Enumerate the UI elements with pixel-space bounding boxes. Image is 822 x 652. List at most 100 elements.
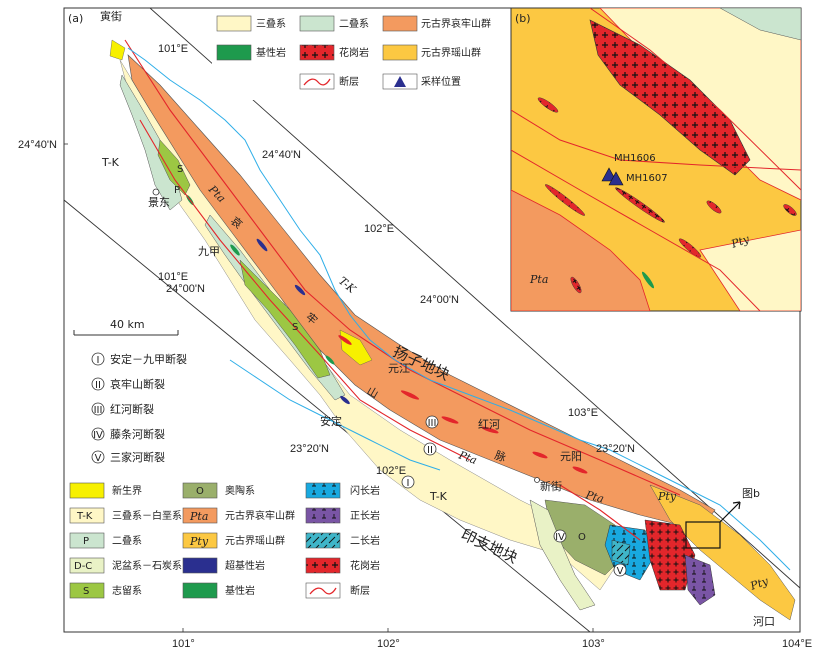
svg-text:二叠系: 二叠系 (339, 18, 369, 30)
svg-text:IV: IV (93, 430, 103, 441)
inset-pointer-label: 图b (742, 487, 760, 500)
svg-text:D-C: D-C (74, 561, 92, 572)
top-swatch-basic (216, 44, 252, 61)
unit-legend: 新生界 O 奥陶系 闪长岩 T-K 三叠系－白垩系 Pta 元古界哀牢山群 正长… (69, 482, 380, 599)
legend-swatch-cenozoic (69, 482, 105, 499)
legend-swatch-ordovician (182, 482, 218, 499)
lon-101-top: 101°E (158, 43, 188, 55)
place-hekou: 河口 (753, 615, 775, 628)
svg-text:V: V (617, 566, 624, 577)
unit-tk-label-3: T-K (429, 490, 448, 503)
svg-text:超基性岩: 超基性岩 (225, 559, 265, 572)
svg-text:III: III (94, 405, 103, 416)
unit-cenozoic-patch (339, 329, 373, 366)
unit-tk-label-1: T-K (101, 156, 120, 169)
svg-text:Pta: Pta (189, 510, 208, 523)
svg-text:V: V (95, 453, 102, 464)
place-honghe: 红河 (478, 418, 500, 431)
fault-legend-item: I 安定－九甲断裂 (91, 352, 187, 366)
legend-swatch-tk (69, 507, 105, 524)
top-swatch-triassic (216, 15, 252, 32)
unit-pta-label-2: Pta (456, 448, 479, 467)
axis-ticks (64, 143, 594, 632)
panel-a-content (64, 8, 800, 632)
svg-text:O: O (196, 486, 204, 497)
svg-text:藤条河断裂: 藤条河断裂 (110, 427, 165, 441)
ultrabasic-lenses (256, 238, 350, 405)
panel-a-label: (a) (68, 12, 83, 25)
unit-pty-label-1: Pty (657, 490, 677, 503)
sample-marker-mh1607[interactable] (608, 171, 624, 186)
svg-text:元古界瑶山群: 元古界瑶山群 (225, 534, 285, 547)
svg-text:断层: 断层 (350, 584, 370, 597)
svg-text:元古界哀牢山群: 元古界哀牢山群 (421, 17, 491, 30)
svg-text:基性岩: 基性岩 (225, 584, 255, 597)
svg-text:II: II (427, 445, 433, 456)
svg-text:奥陶系: 奥陶系 (225, 484, 255, 497)
svg-text:二叠系: 二叠系 (112, 535, 142, 547)
lon-102-top: 102°E (364, 223, 394, 235)
panel-b: (b) MH1606 MH1607 Pty Pta (510, 7, 802, 312)
sample-label-mh1607: MH1607 (626, 173, 668, 184)
place-jingdong: 景东 (148, 196, 170, 209)
lat-2440-left: 24°40'N (18, 139, 57, 151)
legend-swatch-silurian (69, 582, 105, 599)
place-yuanyang: 元阳 (560, 450, 582, 463)
panel-b-label: (b) (515, 12, 531, 25)
legend-swatch-dc (69, 557, 105, 574)
svg-text:泥盆系－石炭系: 泥盆系－石炭系 (112, 559, 182, 572)
svg-text:元古界哀牢山群: 元古界哀牢山群 (225, 509, 295, 522)
svg-text:新生界: 新生界 (112, 484, 142, 497)
svg-text:40 km: 40 km (110, 318, 145, 331)
svg-text:三叠系: 三叠系 (256, 18, 286, 30)
boundary-line-lower (64, 199, 591, 632)
sample-triangle-icon (394, 76, 406, 87)
axis-lon-102: 102° (377, 638, 400, 650)
place-yuanjiang: 元江 (388, 362, 410, 375)
unit-s-label-2: S (292, 322, 298, 333)
granite-body (644, 519, 696, 591)
svg-text:P: P (83, 536, 89, 547)
fault-marker-3: III (425, 415, 439, 429)
lat-2400-mid: 24°00'N (420, 294, 459, 306)
lat-2320-right: 23°20'N (596, 443, 635, 455)
legend-swatch-pty (182, 532, 218, 549)
river-2 (229, 359, 441, 471)
fault-lines (124, 39, 681, 541)
fault-legend-item: III 红河断裂 (91, 402, 154, 416)
svg-text:Pty: Pty (189, 535, 209, 548)
top-swatch-permian (299, 15, 335, 32)
svg-text:S: S (83, 586, 89, 597)
inset-box[interactable] (685, 521, 721, 549)
axis-lon-104: 104°E (782, 638, 812, 650)
syenite-body (684, 554, 716, 606)
legend-swatch-pta (182, 507, 218, 524)
scale-bar: 40 km (73, 318, 179, 336)
unit-pta-area (127, 54, 716, 531)
svg-text:志留系: 志留系 (112, 584, 142, 597)
place-xinjie: 新街 (540, 479, 562, 493)
sample-label-mh1606: MH1606 (614, 153, 656, 164)
lon-101-mid: 101°E (158, 271, 188, 283)
lat-2400-left: 24°00'N (166, 283, 205, 295)
unit-pty-area (649, 484, 796, 621)
legend-swatch-diorite (305, 482, 341, 499)
legend-swatch-monzonite (305, 532, 341, 549)
place-xinjie-marker (534, 477, 540, 483)
unit-cenozoic-patch-2 (109, 39, 126, 61)
unit-p-area (119, 74, 183, 211)
place-jingdong-marker (152, 188, 160, 196)
place-jiujia: 九甲 (198, 245, 220, 258)
legend-swatch-granite (305, 557, 341, 574)
legend-swatch-permian (69, 532, 105, 549)
legend-swatch-basic (182, 582, 218, 599)
unit-s-area (157, 139, 191, 196)
sample-marker-mh1606[interactable] (601, 167, 617, 182)
svg-text:元古界瑶山群: 元古界瑶山群 (421, 46, 481, 59)
svg-text:三叠系－白垩系: 三叠系－白垩系 (112, 509, 182, 522)
svg-text:哀牢山断裂: 哀牢山断裂 (110, 377, 165, 391)
place-anding: 安定 (320, 414, 342, 428)
top-swatch-pty (382, 44, 418, 61)
svg-text:断层: 断层 (339, 75, 359, 88)
